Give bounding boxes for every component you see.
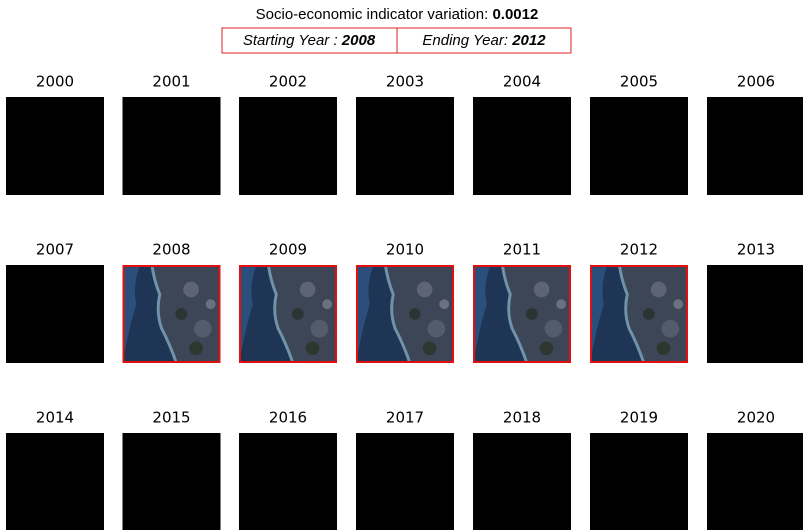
year-label: 2009: [269, 241, 307, 259]
year-label: 2018: [503, 409, 541, 427]
year-tile: 2014: [6, 409, 104, 530]
end-label: Ending Year:: [422, 32, 508, 49]
year-label: 2012: [620, 241, 658, 259]
year-tile: 2003: [356, 73, 454, 196]
year-label: 2019: [620, 409, 658, 427]
empty-image: [707, 433, 803, 530]
satellite-image: [473, 265, 571, 363]
year-label: 2013: [737, 241, 775, 259]
empty-image: [6, 265, 104, 363]
empty-image: [356, 97, 454, 195]
empty-image: [473, 97, 571, 195]
satellite-image: [356, 265, 454, 363]
end-text: Ending Year: 2012: [422, 32, 546, 49]
year-tile: 2010: [356, 241, 454, 364]
satellite-image: [239, 265, 337, 363]
year-label: 2000: [36, 73, 74, 91]
year-label: 2007: [36, 241, 74, 259]
year-label: 2015: [152, 409, 190, 427]
year-tile: 2020: [707, 409, 803, 530]
empty-image: [707, 97, 803, 195]
start-label: Starting Year :: [243, 32, 338, 49]
empty-image: [239, 433, 337, 530]
empty-image: [356, 433, 454, 530]
year-tile: 2016: [239, 409, 337, 530]
year-tile: 2008: [123, 241, 221, 364]
year-tile: 2002: [239, 73, 337, 196]
year-label: 2005: [620, 73, 658, 91]
year-label: 2017: [386, 409, 424, 427]
year-label: 2004: [503, 73, 541, 91]
year-label: 2006: [737, 73, 775, 91]
start-text: Starting Year : 2008: [243, 32, 376, 49]
empty-image: [590, 433, 688, 530]
start-year: 2008: [341, 32, 376, 49]
empty-image: [123, 97, 221, 195]
title-value: 0.0012: [492, 6, 538, 23]
empty-image: [123, 433, 221, 530]
year-label: 2003: [386, 73, 424, 91]
empty-image: [239, 97, 337, 195]
year-label: 2014: [36, 409, 74, 427]
year-label: 2011: [503, 241, 541, 259]
tile-grid: 2000 2001 2002 2003 2004 2005 2006 2007 2008 2009…: [6, 73, 803, 530]
title-text: Socio-economic indicator variation:: [256, 6, 489, 23]
empty-image: [6, 433, 104, 530]
year-label: 2002: [269, 73, 307, 91]
year-tile: 2017: [356, 409, 454, 530]
header-title: Socio-economic indicator variation: 0.00…: [256, 6, 539, 23]
empty-image: [590, 97, 688, 195]
year-tile: 2015: [123, 409, 221, 530]
empty-image: [6, 97, 104, 195]
year-label: 2020: [737, 409, 775, 427]
year-tile: 2013: [707, 241, 803, 364]
year-tile: 2006: [707, 73, 803, 196]
empty-image: [707, 265, 803, 363]
year-tile: 2004: [473, 73, 571, 196]
satellite-image: [123, 265, 221, 363]
year-tile: 2019: [590, 409, 688, 530]
year-tile: 2005: [590, 73, 688, 196]
year-tile: 2018: [473, 409, 571, 530]
year-tile: 2011: [473, 241, 571, 364]
empty-image: [473, 433, 571, 530]
year-label: 2010: [386, 241, 424, 259]
year-tile: 2001: [123, 73, 221, 196]
year-tile: 2007: [6, 241, 104, 364]
year-tile: 2009: [239, 241, 337, 364]
year-label: 2016: [269, 409, 307, 427]
end-year: 2012: [511, 32, 546, 49]
year-tile: 2000: [6, 73, 104, 196]
satellite-image: [590, 265, 688, 363]
year-label: 2001: [152, 73, 190, 91]
figure: Socio-economic indicator variation: 0.00…: [0, 0, 803, 530]
year-label: 2008: [152, 241, 190, 259]
year-tile: 2012: [590, 241, 688, 364]
